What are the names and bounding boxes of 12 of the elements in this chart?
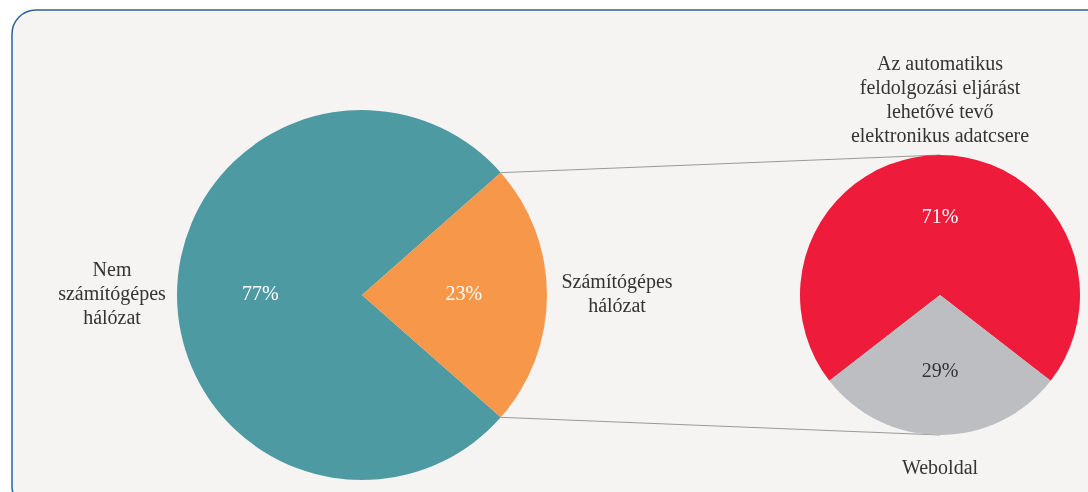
- data-label: 29%: [921, 358, 959, 381]
- data-label: 23%: [445, 281, 483, 304]
- pie-slice: [829, 295, 1051, 435]
- pie-slice: [362, 172, 547, 418]
- slice-label: Számítógépes hálózat: [561, 269, 673, 316]
- slice-label: Weboldal: [901, 455, 979, 478]
- pie-slice: [800, 155, 1080, 381]
- data-label: 71%: [921, 204, 959, 227]
- slice-label: Az automatikus feldolgozási eljárást lehetővé tevő elektronikus adatcsere: [850, 51, 1030, 146]
- slice-label: Nem számítógépes hálózat: [58, 257, 167, 328]
- data-label: 77%: [241, 281, 279, 304]
- pie-slice: [177, 110, 501, 480]
